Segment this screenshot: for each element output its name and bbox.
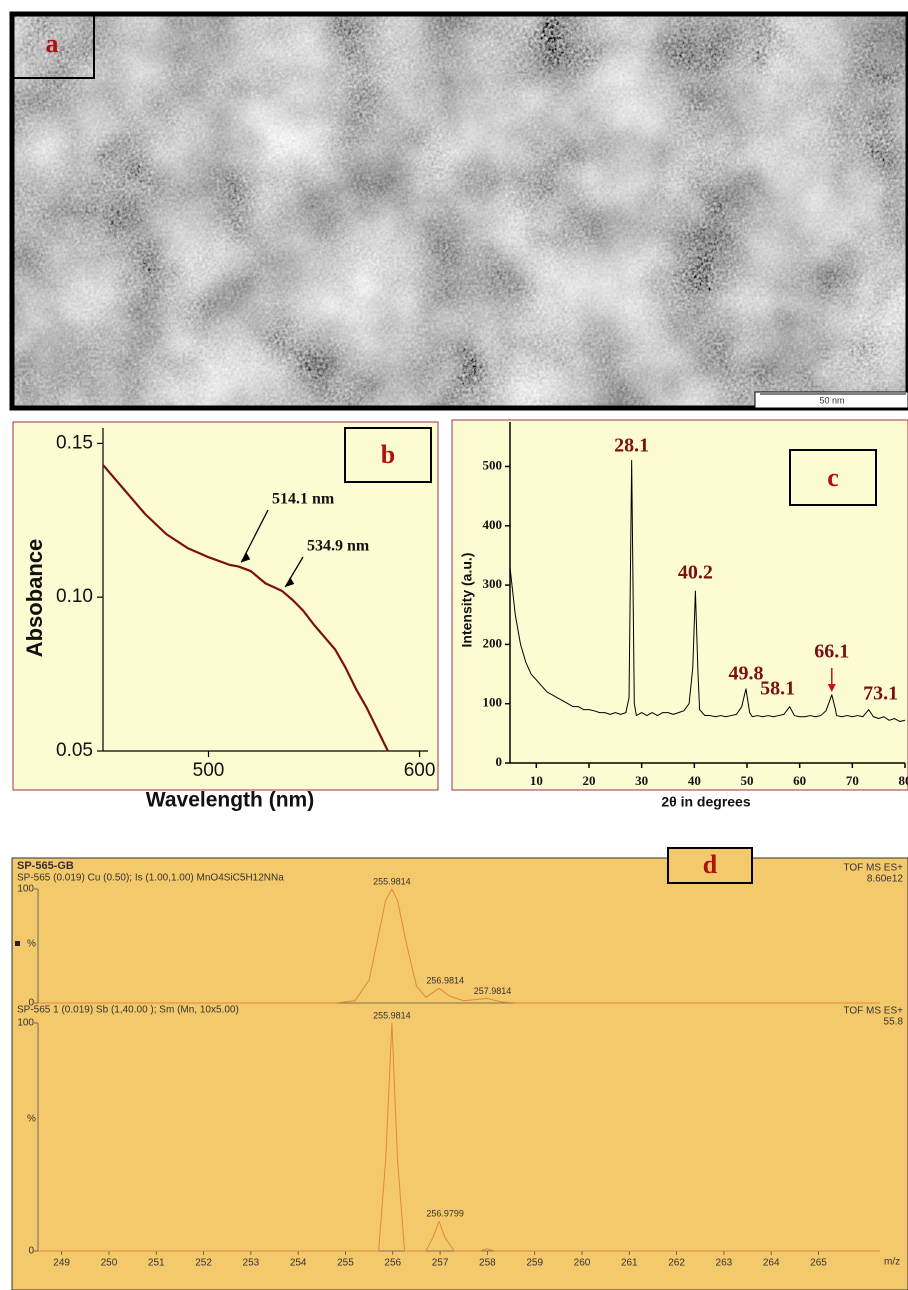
x-tick-label: 250: [101, 1258, 118, 1269]
panel-label: b: [381, 440, 395, 469]
x-tick-label: 260: [574, 1258, 591, 1269]
y-tick-label: 100: [17, 884, 34, 895]
x-tick-label: 252: [195, 1258, 212, 1269]
y-axis-title: Intensity (a.u.): [459, 553, 475, 648]
intensity-scale: 55.8: [884, 1017, 904, 1028]
peak-label: 49.8: [728, 663, 763, 685]
peak-label: 256.9814: [426, 976, 464, 986]
intensity-scale: 8.60e12: [867, 874, 904, 885]
panel-label: a: [46, 29, 59, 58]
x-tick-label: 259: [526, 1258, 543, 1269]
x-tick-label: 20: [583, 773, 596, 788]
y-axis-title: %: [27, 1114, 36, 1125]
x-tick-label: 50: [741, 773, 754, 788]
instrument: TOF MS ES+: [843, 863, 903, 874]
x-tick-label: 261: [621, 1258, 638, 1269]
x-tick-label: 263: [716, 1258, 733, 1269]
peak-label: 28.1: [614, 435, 649, 457]
annotation: 514.1 nm: [272, 491, 335, 508]
y-tick-label: 0.05: [56, 740, 93, 761]
spectrum-subtitle: SP-565 1 (0.019) Sb (1,40.00 ); Sm (Mn, …: [17, 1005, 239, 1016]
annotation: 534.9 nm: [307, 538, 370, 555]
marker: [15, 941, 20, 946]
x-tick-label: 256: [384, 1258, 401, 1269]
y-tick-label: 400: [483, 517, 503, 532]
y-tick-label: 0.15: [56, 432, 93, 453]
peak-label: 58.1: [760, 678, 795, 700]
panel-d: [12, 858, 908, 1290]
x-tick-label: 255: [337, 1258, 354, 1269]
x-tick-label: 253: [243, 1258, 260, 1269]
peak-label: 66.1: [814, 641, 849, 663]
y-tick-label: 0: [496, 754, 503, 769]
peak-label: 255.9814: [373, 876, 411, 886]
peak-label: 255.9814: [373, 1010, 411, 1020]
spectrum-title: SP-565-GB: [17, 860, 74, 872]
y-tick-label: 100: [483, 695, 503, 710]
x-tick-label: 80: [899, 773, 908, 788]
x-tick-label: 257: [432, 1258, 449, 1269]
x-tick-label: 254: [290, 1258, 307, 1269]
spectrum-subtitle: SP-565 (0.019) Cu (0.50); Is (1.00,1.00)…: [17, 873, 284, 884]
y-tick-label: 500: [483, 457, 503, 472]
peak-label: 73.1: [863, 683, 898, 705]
y-tick-label: 0: [28, 1246, 34, 1257]
y-tick-label: 0: [28, 998, 34, 1009]
panel-label: c: [827, 463, 839, 492]
x-tick-label: 262: [668, 1258, 685, 1269]
x-tick-label: 500: [193, 760, 225, 781]
panel-a: a 50 nm: [12, 14, 908, 408]
x-tick-label: 258: [479, 1258, 496, 1269]
x-tick-label: 600: [404, 760, 436, 781]
y-tick-label: 0.10: [56, 586, 93, 607]
peak-label: 256.9799: [426, 1209, 464, 1219]
y-axis-title: %: [27, 939, 36, 950]
x-tick-label: 251: [148, 1258, 165, 1269]
y-tick-label: 300: [483, 576, 503, 591]
figure: a 50 nm b Wavelength (nm) Absobance c 2θ…: [0, 0, 908, 1290]
scale-bar-label: 50 nm: [819, 395, 844, 405]
y-tick-label: 200: [483, 635, 503, 650]
x-tick-label: 10: [530, 773, 543, 788]
x-axis-title: Wavelength (nm): [146, 789, 314, 812]
x-tick-label: 70: [846, 773, 859, 788]
x-tick-label: 60: [793, 773, 806, 788]
x-tick-label: 249: [53, 1258, 70, 1269]
x-tick-label: 30: [635, 773, 648, 788]
peak-label: 257.9814: [474, 986, 512, 996]
peak-label: 40.2: [678, 562, 713, 584]
instrument: TOF MS ES+: [843, 1006, 903, 1017]
x-axis-title: 2θ in degrees: [661, 794, 750, 810]
x-tick-label: 40: [688, 773, 701, 788]
panel-label: d: [703, 850, 718, 879]
x-tick-label: 265: [810, 1258, 827, 1269]
tem-image: [12, 14, 908, 408]
y-axis-title: Absobance: [22, 539, 47, 658]
x-axis-title: m/z: [884, 1257, 900, 1268]
x-tick-label: 264: [763, 1258, 780, 1269]
y-tick-label: 100: [17, 1018, 34, 1029]
